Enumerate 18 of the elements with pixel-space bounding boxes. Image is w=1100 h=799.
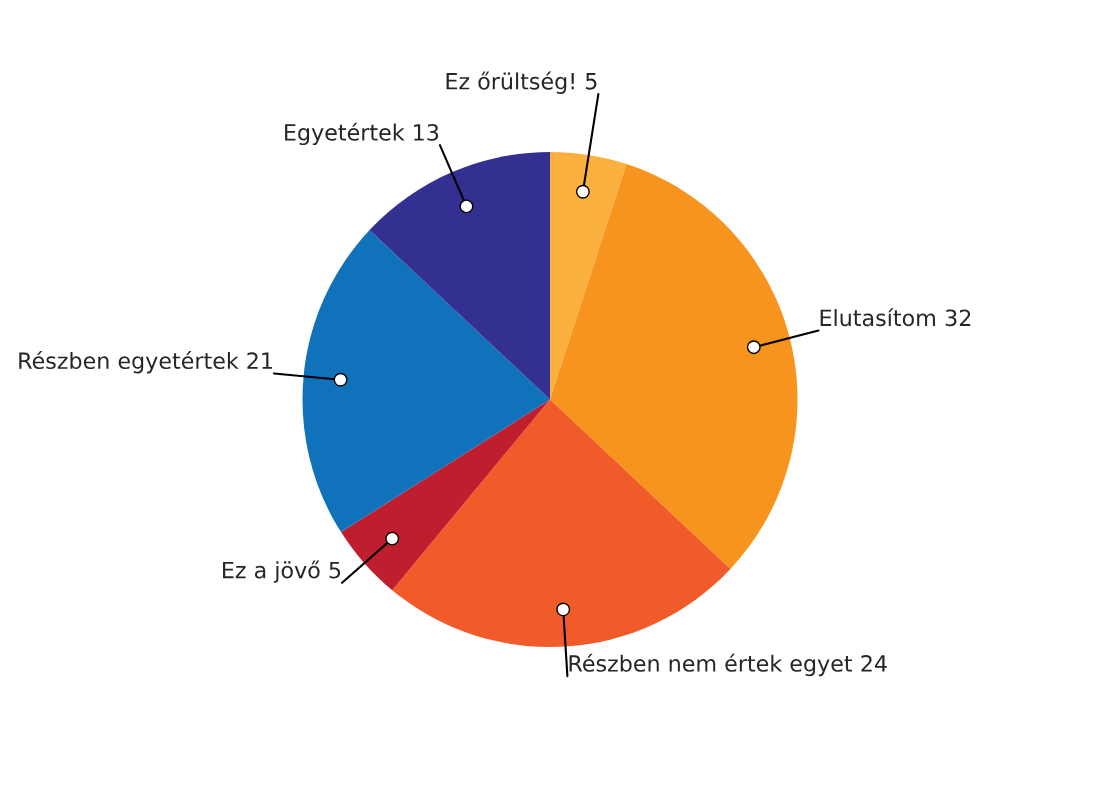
slice-label: Részben nem értek egyet (569, 653, 853, 677)
data-label: 32 (945, 309, 971, 327)
pie-slice (302, 230, 550, 533)
slice-label: Ez őrültség! (446, 71, 574, 94)
slice-label: Részben egyetértek (19, 351, 239, 374)
pie-slice (550, 164, 798, 569)
pie-slice (341, 399, 550, 591)
data-label: 13 (414, 123, 439, 141)
data-label: 21 (247, 352, 272, 369)
slice-label: Egyetértek (285, 122, 405, 146)
slice-label: Ez a jövő (223, 560, 320, 583)
pie-slice (550, 152, 627, 400)
data-label: 5 (329, 561, 341, 579)
pie-slice (369, 152, 550, 400)
data-label: 24 (861, 655, 887, 672)
data-label: 5 (585, 73, 597, 90)
slice-label: Elutasítom (820, 308, 935, 327)
pie-slice (392, 399, 731, 647)
